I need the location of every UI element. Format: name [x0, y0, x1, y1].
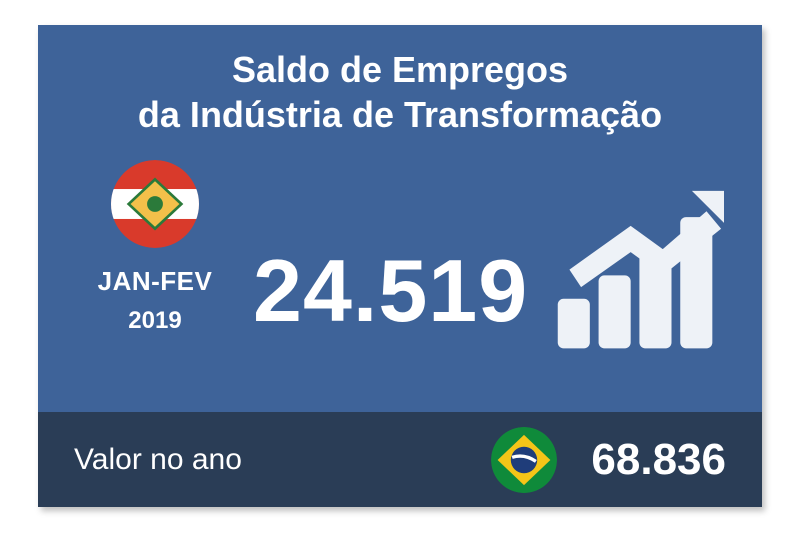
brazil-flag-icon	[491, 427, 557, 493]
footer-row: Valor no ano 68.836	[38, 412, 762, 507]
footer-value: 68.836	[591, 435, 726, 485]
period-block: JAN-FEV 2019	[70, 160, 240, 335]
title-line-2: da Indústria de Transformação	[38, 92, 762, 137]
period-label: JAN-FEV	[70, 266, 240, 297]
period-year: 2019	[70, 307, 240, 335]
main-value: 24.519	[253, 240, 528, 342]
employment-card: Saldo de Empregos da Indústria de Transf…	[38, 25, 762, 507]
card-title: Saldo de Empregos da Indústria de Transf…	[38, 25, 762, 137]
growth-chart-icon	[549, 185, 724, 360]
footer-label: Valor no ano	[74, 443, 491, 477]
title-line-1: Saldo de Empregos	[38, 47, 762, 92]
santa-catarina-flag-icon	[111, 160, 199, 248]
main-row: JAN-FEV 2019 24.519	[38, 160, 762, 410]
